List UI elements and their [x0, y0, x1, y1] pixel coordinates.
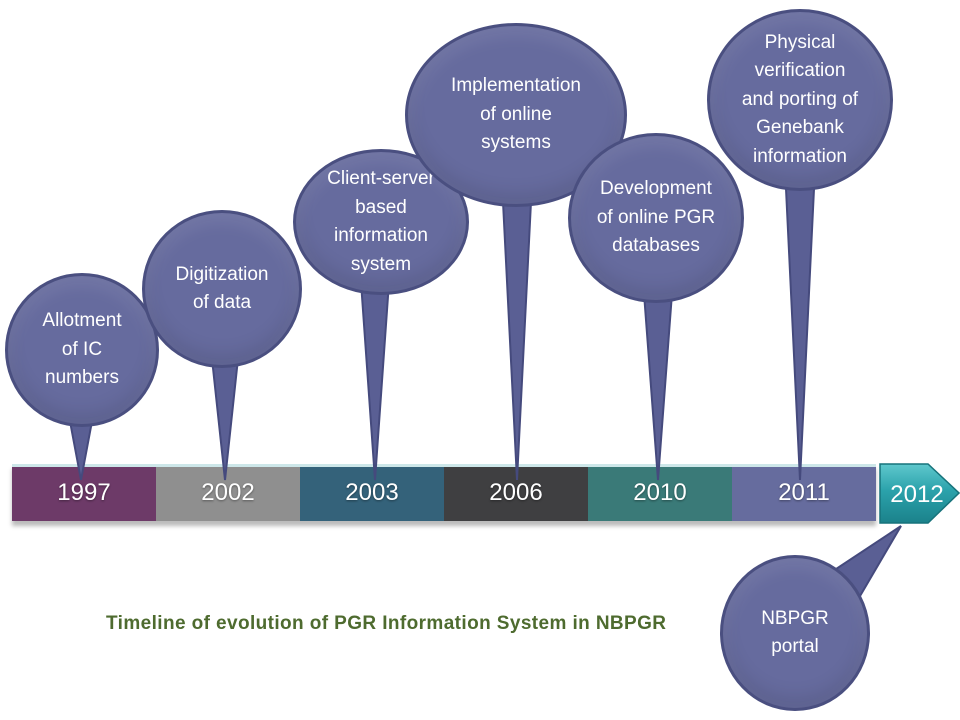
timeline-segment-2010: 2010	[588, 464, 732, 521]
year-label-2012: 2012	[890, 481, 943, 508]
arrow-shape	[879, 463, 960, 524]
balloon-physical-verification-genebank: Physical verification and porting of Gen…	[707, 9, 893, 191]
tail-2006	[500, 181, 534, 481]
year-label-2011: 2011	[778, 478, 830, 506]
tail-2003	[358, 267, 392, 481]
year-label-2002: 2002	[201, 478, 255, 506]
balloon-label: Implementation of online systems	[451, 75, 581, 154]
tail-2010	[641, 279, 675, 481]
balloon-nbpgr-portal: NBPGR portal	[720, 555, 870, 711]
tail-2011	[783, 167, 817, 481]
balloon-label: Allotment of IC numbers	[42, 310, 122, 389]
diagram-caption: Timeline of evolution of PGR Information…	[106, 613, 667, 634]
timeline-segment-2003: 2003	[300, 464, 444, 521]
timeline-segment-1997: 1997	[12, 464, 156, 521]
balloon-digitization-of-data: Digitization of data	[142, 210, 302, 368]
year-label-2006: 2006	[489, 478, 543, 506]
timeline-bar: 1997 2002 2003 2006 2010 2011	[12, 464, 876, 521]
year-label-1997: 1997	[57, 478, 111, 506]
timeline-segment-2011: 2011	[732, 464, 876, 521]
balloon-label: Client-server based information system	[327, 168, 435, 275]
balloon-allotment-ic-numbers: Allotment of IC numbers	[5, 273, 159, 427]
balloon-development-pgr-databases: Development of online PGR databases	[568, 133, 744, 303]
balloon-label: Physical verification and porting of Gen…	[741, 31, 859, 167]
timeline-arrow-2012: 2012	[879, 463, 960, 524]
timeline-segment-2002: 2002	[156, 464, 300, 521]
timeline-segment-2006: 2006	[444, 464, 588, 521]
balloon-label: NBPGR portal	[761, 607, 829, 658]
year-label-2003: 2003	[345, 478, 399, 506]
year-label-2010: 2010	[633, 478, 687, 506]
balloon-label: Digitization of data	[175, 263, 269, 314]
balloon-label: Development of online PGR databases	[596, 178, 716, 257]
